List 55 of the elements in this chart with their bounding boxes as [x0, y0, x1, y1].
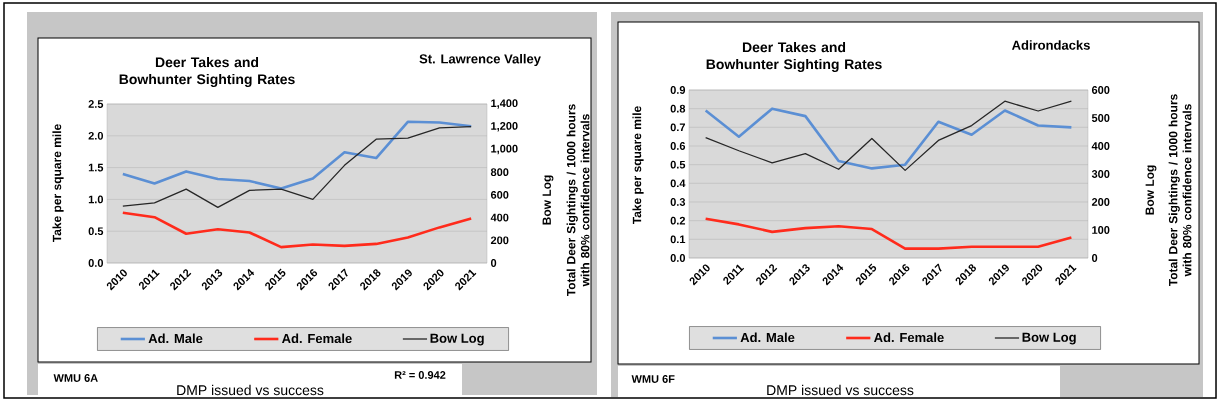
- legend-label: Bow Log: [1022, 332, 1076, 345]
- y2-tick-label: 100: [1092, 226, 1110, 234]
- y-tick-label: 0.2: [670, 216, 686, 225]
- y-tick-label: 0.5: [88, 227, 104, 236]
- y2-tick-label: 0: [1091, 254, 1098, 262]
- y-tick-label: 0.0: [670, 254, 686, 262]
- y-tick-label: 2.5: [88, 100, 104, 108]
- text: Total Deer Sightings / 1000 hours with 80% confidence intervals: [566, 104, 590, 297]
- y-tick-label: 1.5: [88, 163, 104, 172]
- y2-tick-label: 600: [490, 190, 509, 199]
- y2-tick-label: 400: [1091, 142, 1110, 150]
- y-axis-title: Take per square mile: [52, 124, 64, 243]
- legend-label: Ad. Male: [740, 332, 795, 343]
- y2-tick-label: 1,000: [491, 144, 518, 155]
- y-axis-title: Take per square mile: [632, 106, 644, 225]
- y2-tick-label: 500: [1091, 114, 1110, 122]
- y2-tick-label: 600: [1091, 86, 1110, 94]
- y2-tick-label: 800: [490, 168, 509, 177]
- text: WMU 6A: [53, 374, 98, 382]
- y-tick-label: 0.0: [88, 259, 104, 267]
- y2-tick-label: 200: [490, 236, 509, 245]
- y2-tick-label: 0: [490, 259, 497, 267]
- y-tick-label: 1.0: [88, 195, 104, 204]
- chart-subtitle: Adirondacks: [1011, 40, 1090, 50]
- y-tick-label: 0.7: [670, 123, 685, 132]
- text: R² = 0.942: [394, 371, 446, 379]
- y2-tick-label: 1,200: [491, 122, 518, 132]
- chart-title: Deer Takes and Bowhunter Sighting Rates: [119, 56, 295, 88]
- y2-axis-title: Bow Log: [1145, 165, 1157, 215]
- y-tick-label: 0.1: [670, 235, 686, 244]
- y-tick-label: 0.9: [670, 86, 686, 94]
- text: Total Deer Sightings / 1000 hours with 80% confidence intervals: [1168, 94, 1192, 287]
- chart-title: Deer Takes and Bowhunter Sighting Rates: [706, 41, 882, 73]
- y2-axis-title: Bow Log: [542, 175, 554, 225]
- y-tick-label: 0.3: [670, 198, 686, 206]
- legend-label: Bow Log: [430, 333, 484, 346]
- line-series: [122, 126, 472, 208]
- y-tick-label: 0.4: [670, 179, 686, 188]
- y-tick-label: 0.6: [670, 142, 686, 150]
- y2-tick-label: 400: [490, 213, 509, 222]
- text: DMP issued vs success: [767, 384, 914, 396]
- y-tick-label: 0.5: [670, 160, 686, 169]
- legend-label: Ad. Male: [148, 333, 203, 344]
- chart-subtitle: St. Lawrence Valley: [419, 53, 541, 67]
- legend-label: Ad. Female: [873, 332, 944, 343]
- y2-tick-label: 200: [1091, 198, 1110, 206]
- y-tick-label: 0.8: [670, 104, 686, 113]
- line-series: [121, 120, 473, 190]
- legend-label: Ad. Female: [281, 333, 352, 344]
- y2-tick-label: 300: [1091, 170, 1110, 178]
- y2-tick-label: 1,400: [491, 99, 518, 109]
- line-series: [121, 211, 473, 249]
- y-tick-label: 2.0: [88, 131, 104, 140]
- text: WMU 6F: [631, 375, 675, 383]
- text: DMP issued vs success: [177, 384, 324, 396]
